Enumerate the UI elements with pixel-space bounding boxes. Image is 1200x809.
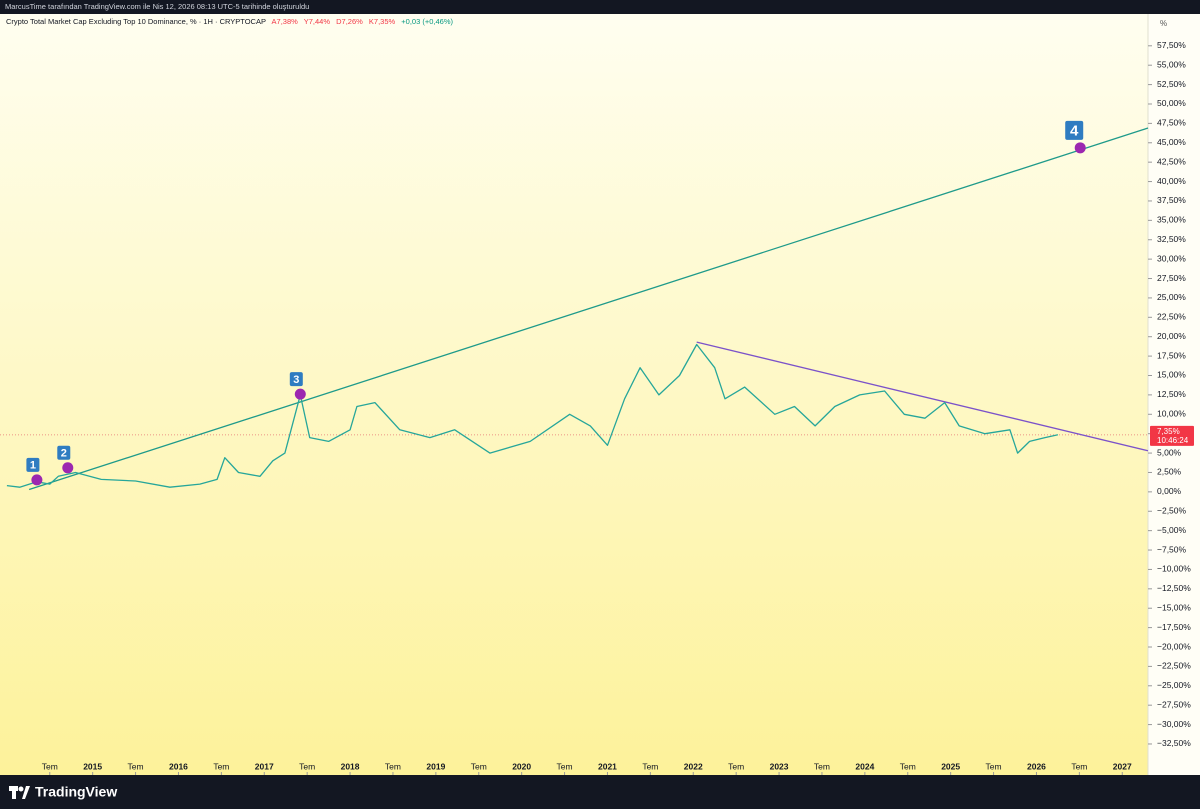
- y-tick-label: 30,00%: [1157, 253, 1186, 263]
- x-tick-label: 2015: [83, 761, 102, 771]
- y-tick-label: 57,50%: [1157, 40, 1186, 50]
- annotation-label: 3: [293, 374, 299, 386]
- annotation-box: [1065, 120, 1084, 140]
- y-tick-label: 55,00%: [1157, 59, 1186, 69]
- x-tick-label: Tem: [986, 761, 1002, 771]
- y-tick-label: −2,50%: [1157, 505, 1187, 515]
- y-tick-label: 25,00%: [1157, 292, 1186, 302]
- y-tick-label: 12,50%: [1157, 389, 1186, 399]
- scale-unit: %: [1160, 19, 1167, 28]
- legend-high: Y7,44%: [304, 17, 331, 26]
- y-tick-label: 22,50%: [1157, 312, 1186, 322]
- x-tick-label: 2027: [1113, 761, 1132, 771]
- legend-low: D7,26%: [336, 17, 363, 26]
- x-tick-label: Tem: [128, 761, 144, 771]
- x-tick-label: 2023: [770, 761, 789, 771]
- annotation-label: 2: [61, 448, 67, 460]
- brand: TradingView: [35, 784, 117, 800]
- x-tick-label: Tem: [299, 761, 315, 771]
- x-tick-label: 2021: [598, 761, 617, 771]
- y-tick-label: −17,50%: [1157, 622, 1191, 632]
- price-axis: [1148, 14, 1200, 775]
- y-tick-label: −27,50%: [1157, 699, 1191, 709]
- x-tick-label: Tem: [385, 761, 401, 771]
- y-tick-label: 0,00%: [1157, 486, 1182, 496]
- y-tick-label: 5,00%: [1157, 447, 1182, 457]
- x-tick-label: 2019: [426, 761, 445, 771]
- y-tick-label: −22,50%: [1157, 661, 1191, 671]
- x-tick-label: Tem: [642, 761, 658, 771]
- x-tick-label: Tem: [728, 761, 744, 771]
- y-tick-label: −12,50%: [1157, 583, 1191, 593]
- y-tick-label: −10,00%: [1157, 564, 1191, 574]
- y-tick-label: 10,00%: [1157, 409, 1186, 419]
- last-price-label: 7,35%: [1157, 427, 1180, 436]
- legend-change: +0,03 (+0,46%): [401, 17, 453, 26]
- y-tick-label: −7,50%: [1157, 544, 1187, 554]
- x-tick-label: Tem: [1071, 761, 1087, 771]
- annotation-box: [289, 372, 303, 387]
- y-tick-label: 17,50%: [1157, 350, 1186, 360]
- x-tick-label: Tem: [814, 761, 830, 771]
- annotation-label: 4: [1070, 122, 1079, 139]
- y-tick-label: −32,50%: [1157, 738, 1191, 748]
- y-tick-label: 52,50%: [1157, 79, 1186, 89]
- y-tick-label: 20,00%: [1157, 331, 1186, 341]
- y-tick-label: 15,00%: [1157, 370, 1186, 380]
- x-tick-label: 2017: [255, 761, 274, 771]
- annotation-label: 1: [30, 460, 36, 472]
- x-tick-label: Tem: [213, 761, 229, 771]
- trend-line: [696, 341, 1149, 452]
- trend-line: [28, 127, 1149, 491]
- annotation-point: [62, 462, 74, 474]
- plot-area: [0, 14, 1148, 775]
- annotation-point: [294, 388, 306, 400]
- brand-logo: [9, 786, 30, 799]
- x-tick-label: 2025: [941, 761, 960, 771]
- y-tick-label: 47,50%: [1157, 118, 1186, 128]
- y-tick-label: 32,50%: [1157, 234, 1186, 244]
- top-bar: [0, 0, 1200, 14]
- credit: MarcusTime tarafından TradingView.com il…: [5, 2, 309, 11]
- y-tick-label: 27,50%: [1157, 273, 1186, 283]
- legend-open: A7,38%: [272, 17, 299, 26]
- y-tick-label: −20,00%: [1157, 641, 1191, 651]
- y-tick-label: 40,00%: [1157, 176, 1186, 186]
- annotation-box: [57, 445, 71, 460]
- x-tick-label: Tem: [900, 761, 916, 771]
- price-line: [6, 343, 1059, 488]
- y-tick-label: 42,50%: [1157, 156, 1186, 166]
- y-tick-label: 45,00%: [1157, 137, 1186, 147]
- x-tick-label: Tem: [471, 761, 487, 771]
- y-tick-label: 2,50%: [1157, 467, 1182, 477]
- last-price-tag: [1150, 425, 1194, 446]
- x-tick-label: Tem: [557, 761, 573, 771]
- annotation-box: [26, 457, 40, 472]
- annotation-point: [1074, 142, 1086, 154]
- y-tick-label: −30,00%: [1157, 719, 1191, 729]
- y-tick-label: −15,00%: [1157, 602, 1191, 612]
- countdown: 10:46:24: [1157, 436, 1189, 445]
- y-tick-label: −5,00%: [1157, 525, 1187, 535]
- legend-title: Crypto Total Market Cap Excluding Top 10…: [6, 17, 266, 26]
- y-tick-label: 35,00%: [1157, 215, 1186, 225]
- x-tick-label: 2022: [684, 761, 703, 771]
- footer: [0, 775, 1200, 809]
- y-tick-label: 37,50%: [1157, 195, 1186, 205]
- x-tick-label: 2016: [169, 761, 188, 771]
- y-tick-label: 50,00%: [1157, 98, 1186, 108]
- x-tick-label: 2020: [512, 761, 531, 771]
- annotation-point: [31, 474, 43, 486]
- x-tick-label: 2018: [341, 761, 360, 771]
- x-tick-label: Tem: [42, 761, 58, 771]
- x-tick-label: 2024: [855, 761, 874, 771]
- legend: Crypto Total Market Cap Excluding Top 10…: [6, 17, 453, 26]
- legend-close: K7,35%: [369, 17, 396, 26]
- x-tick-label: 2026: [1027, 761, 1046, 771]
- y-tick-label: −25,00%: [1157, 680, 1191, 690]
